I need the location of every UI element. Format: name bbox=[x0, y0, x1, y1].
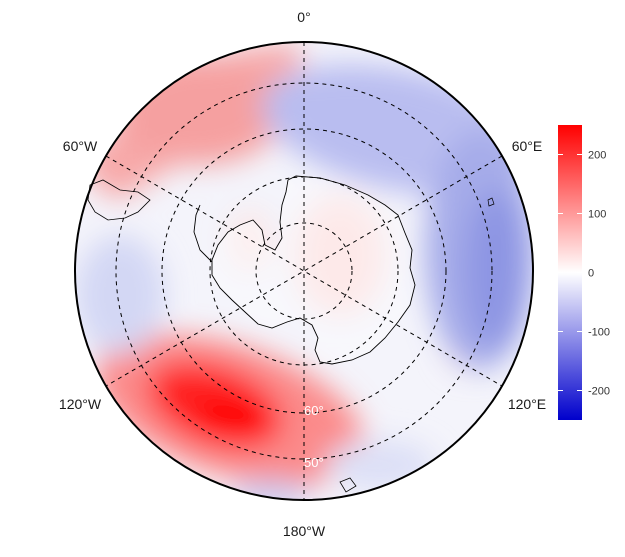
antarctica-coastline bbox=[87, 175, 495, 493]
map-boundary bbox=[74, 41, 534, 501]
longitude-label-lower-left: 120°W bbox=[59, 396, 102, 412]
latitude-circle-80 bbox=[255, 222, 353, 320]
colorbar-tick-label: -200 bbox=[588, 386, 610, 398]
longitude-label-top: 0° bbox=[297, 9, 310, 25]
longitude-label-upper-left: 60°W bbox=[63, 138, 98, 154]
colorbar-tick-label: -100 bbox=[588, 327, 610, 339]
colorbar: 200 100 0 -100 -200 bbox=[558, 125, 610, 420]
graticule bbox=[105, 42, 503, 500]
colorbar-tick-label: 100 bbox=[588, 209, 606, 221]
colorbar-tick-label: 0 bbox=[588, 268, 594, 280]
longitude-label-lower-right: 120°E bbox=[508, 396, 546, 412]
colorbar-ticks: 200 100 0 -100 -200 bbox=[558, 150, 610, 398]
latitude-circle-50 bbox=[115, 82, 493, 460]
latitude-label-50: 50° bbox=[304, 455, 324, 470]
latitude-label-60: 60° bbox=[304, 403, 324, 418]
longitude-label-upper-right: 60°E bbox=[512, 138, 543, 154]
colorbar-tick-label: 200 bbox=[588, 150, 606, 162]
latitude-circle-60 bbox=[161, 128, 447, 414]
longitude-label-bottom: 180°W bbox=[283, 523, 326, 539]
